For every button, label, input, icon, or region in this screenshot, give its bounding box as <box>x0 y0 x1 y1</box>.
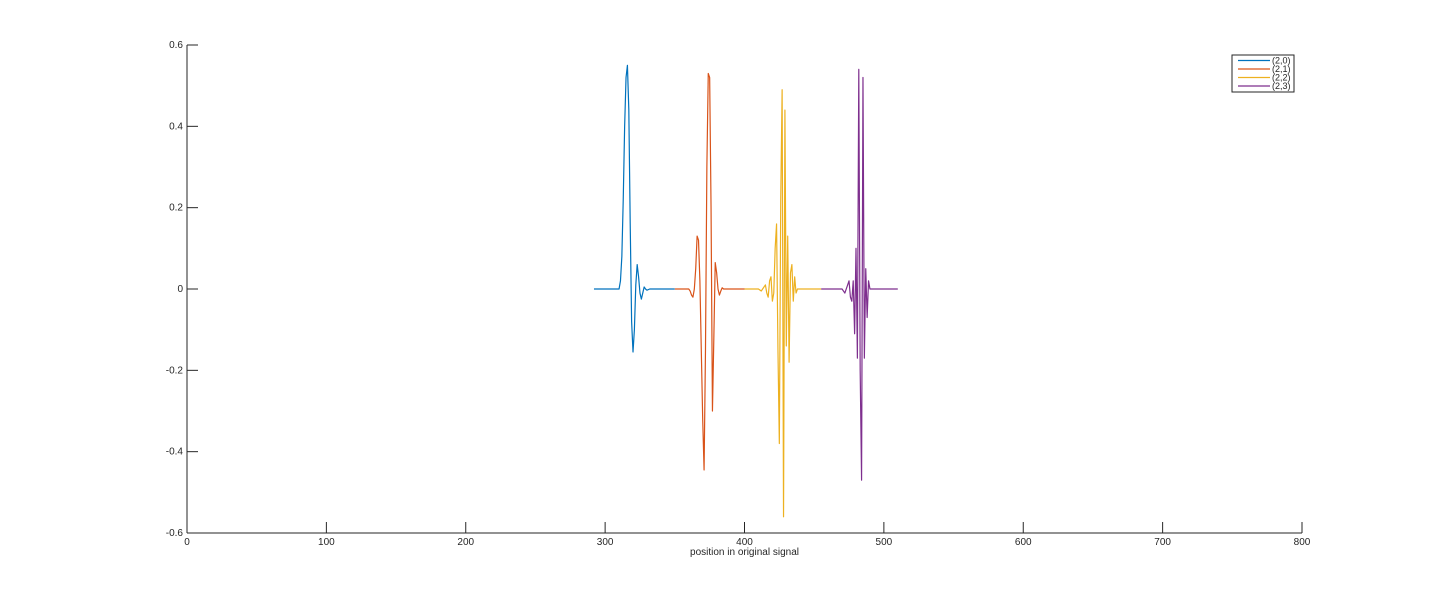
y-tick-label: -0.2 <box>166 365 184 376</box>
y-tick-label: -0.4 <box>166 447 184 458</box>
axes: 0 100 200 300 400 500 600 700 800 -0.6-0.4-0.200… <box>166 40 1311 548</box>
x-tick-label: 200 <box>457 537 474 548</box>
y-tick-label: 0.4 <box>169 121 183 132</box>
x-tick-label: 600 <box>1015 537 1032 548</box>
series-line-0 <box>593 64 675 353</box>
y-tick-label: 0.2 <box>169 203 183 214</box>
legend-label: (2,2) <box>1272 73 1291 83</box>
series-line-1 <box>674 72 745 471</box>
y-ticks: -0.6 -0.4 -0.2 0 0.2 0.4 0.6 <box>166 40 198 539</box>
y-tick-label: 0 <box>177 284 183 295</box>
x-tick-label: 700 <box>1154 537 1171 548</box>
legend-label: (2,3) <box>1272 81 1291 91</box>
x-tick-label: 500 <box>876 537 893 548</box>
series-line-2 <box>744 89 822 518</box>
x-tick-label: 400 <box>736 537 753 548</box>
legend[interactable]: (2,0)(2,1)(2,2)(2,3) <box>1231 54 1295 93</box>
legend-label: (2,0) <box>1272 56 1291 66</box>
x-tick-label: 0 <box>184 537 190 548</box>
x-tick-label: 300 <box>597 537 614 548</box>
legend-items: (2,0)(2,1)(2,2)(2,3) <box>1238 56 1291 91</box>
series-lines <box>593 64 898 518</box>
y-tick-label: 0.6 <box>169 40 183 51</box>
x-tick-label: 100 <box>318 537 335 548</box>
series-line-3 <box>821 68 898 481</box>
y-tick-label: -0.6 <box>166 528 184 539</box>
x-axis-label: position in original signal <box>690 547 799 558</box>
x-tick-label: 800 <box>1294 537 1311 548</box>
legend-label: (2,1) <box>1272 64 1291 74</box>
x-ticks: 0 100 200 300 400 500 600 700 800 <box>184 522 1311 548</box>
